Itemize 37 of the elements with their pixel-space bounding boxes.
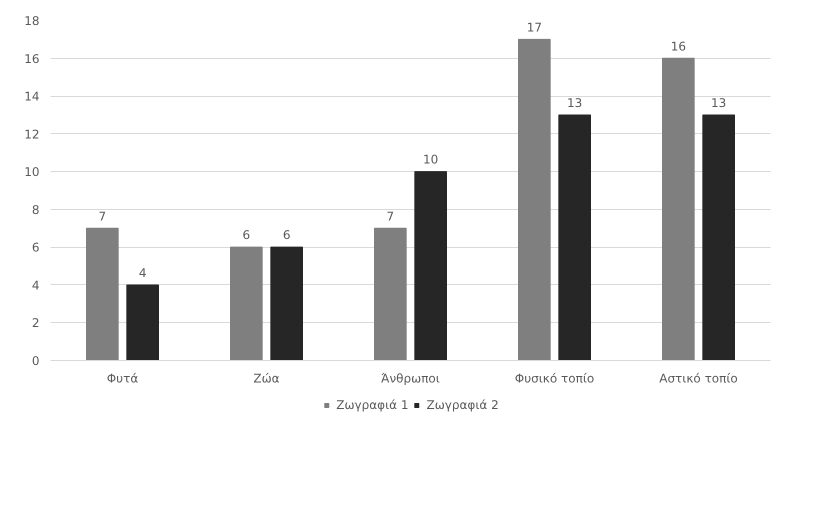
x-tick-label: Αστικό τοπίο [659, 372, 738, 386]
legend-label: Ζωγραφιά 2 [426, 398, 499, 412]
bar [558, 114, 591, 360]
data-label: 13 [567, 96, 582, 110]
data-label: 6 [282, 228, 290, 242]
bar [518, 38, 551, 360]
legend-label: Ζωγραφιά 1 [336, 398, 408, 412]
y-tick-label: 12 [24, 127, 40, 142]
data-label: 4 [138, 266, 146, 280]
bar [270, 246, 303, 360]
y-tick-label: 8 [32, 202, 40, 217]
y-tick-label: 2 [32, 316, 40, 330]
x-tick-label: Φυτά [106, 372, 138, 386]
data-label: 17 [526, 20, 542, 34]
bar [662, 58, 695, 360]
x-tick-label: Άνθρωποι [381, 372, 440, 386]
bar [126, 284, 159, 360]
y-tick-label: 18 [24, 14, 40, 28]
y-tick-label: 10 [24, 165, 40, 180]
y-tick-label: 14 [24, 90, 40, 104]
y-tick-label: 4 [32, 278, 40, 292]
x-tick-label: Φυσικό τοπίο [514, 372, 594, 386]
bar [702, 114, 735, 360]
data-label: 13 [711, 96, 726, 110]
bar [230, 246, 263, 360]
y-tick-label: 0 [32, 354, 40, 368]
y-tick-label: 16 [24, 52, 40, 66]
bar [414, 171, 447, 360]
x-tick-label: Ζώα [253, 372, 280, 386]
y-tick-label: 6 [32, 240, 40, 255]
data-label: 7 [98, 209, 106, 224]
data-label: 10 [423, 152, 438, 167]
data-label: 6 [242, 228, 250, 242]
data-label: 16 [670, 39, 686, 54]
data-label: 7 [386, 209, 394, 224]
bar [374, 228, 407, 360]
bar [86, 228, 119, 360]
